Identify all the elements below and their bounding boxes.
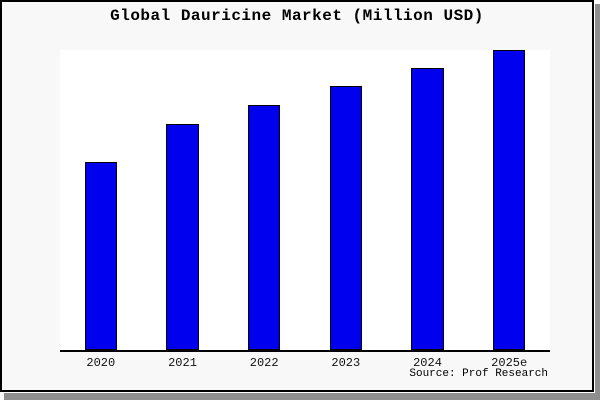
- plot-area: [60, 50, 550, 352]
- x-axis-label-2024: 2024: [413, 356, 442, 370]
- bar-2023: [329, 86, 363, 350]
- frame-shadow-bottom: [4, 393, 595, 400]
- x-axis-label-2020: 2020: [86, 356, 116, 370]
- bar-2021: [166, 124, 199, 350]
- x-axis-label-2021: 2021: [168, 356, 197, 370]
- bar-2022: [247, 105, 281, 350]
- x-axis-label-2022: 2022: [249, 356, 279, 370]
- bar-2020: [84, 162, 118, 350]
- figure-frame: Global Dauricine Market (Million USD) 20…: [0, 0, 594, 392]
- frame-shadow-right: [595, 4, 600, 400]
- x-axis-label-2025e: 2025e: [491, 356, 528, 370]
- bar-2025e: [492, 50, 526, 350]
- source-credit: Source: Prof Research: [409, 368, 548, 380]
- x-axis-label-2023: 2023: [331, 356, 361, 370]
- chart-title: Global Dauricine Market (Million USD): [110, 7, 484, 25]
- bar-2024: [411, 68, 444, 350]
